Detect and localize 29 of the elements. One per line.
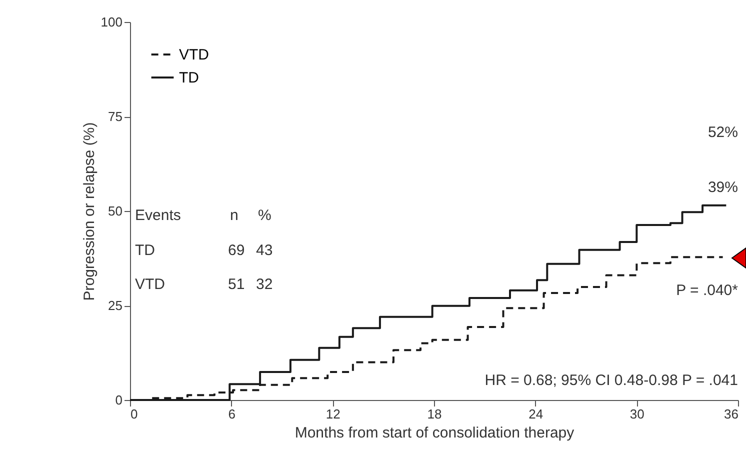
- annotation: HR = 0.68; 95% CI 0.48-0.98 P = .041: [484, 372, 738, 389]
- legend-label: TD: [179, 70, 200, 86]
- x-tick-label: 0: [130, 406, 138, 422]
- y-axis-title: Progression or relapse (%): [80, 122, 98, 301]
- x-tick-label: 18: [427, 406, 442, 422]
- x-tick-label: 36: [724, 406, 738, 422]
- annotation: Events: [135, 207, 181, 224]
- annotation: 52%: [708, 124, 738, 141]
- annotation: n: [230, 207, 238, 224]
- annotation: VTD: [135, 276, 166, 293]
- x-tick-label: 30: [630, 406, 644, 422]
- y-tick-label: 0: [115, 392, 122, 408]
- annotation: 43: [256, 242, 273, 259]
- annotation: 51: [228, 276, 245, 293]
- x-tick-label: 6: [228, 406, 236, 422]
- y-tick-label: 100: [100, 14, 122, 30]
- y-tick-label: 50: [108, 204, 122, 218]
- annotation: 32: [256, 276, 273, 293]
- x-tick-label: 24: [528, 406, 544, 422]
- y-tick-label: 25: [108, 298, 122, 313]
- y-tick-label: 75: [108, 109, 122, 124]
- annotation: 39%: [708, 179, 738, 196]
- x-tick-label: 12: [326, 406, 340, 422]
- legend-label: VTD: [179, 46, 210, 64]
- x-axis-title: Months from start of consolidation therapy: [294, 424, 575, 442]
- annotation: %: [258, 207, 272, 224]
- annotation: 69: [228, 242, 245, 259]
- annotation: P = .040*: [676, 282, 738, 299]
- annotation: TD: [135, 242, 156, 259]
